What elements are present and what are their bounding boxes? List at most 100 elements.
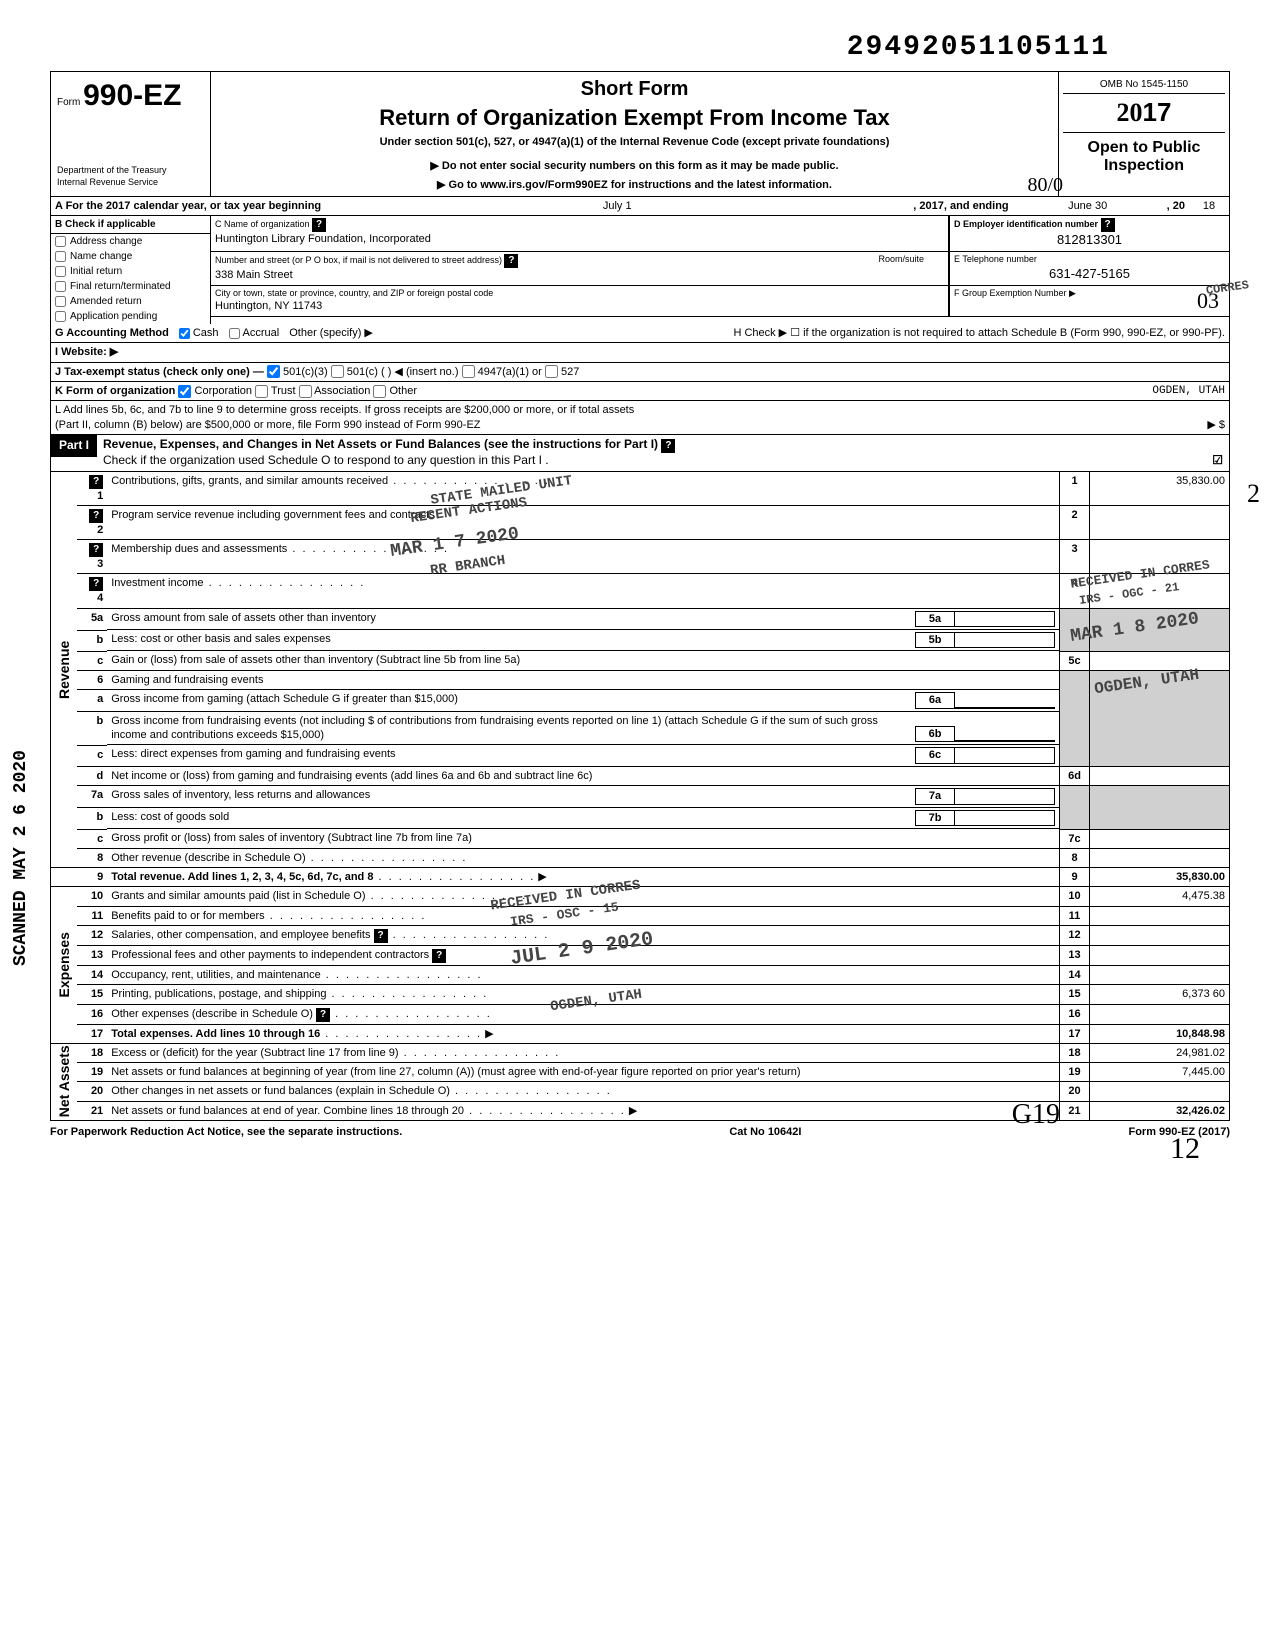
- accounting-other: Other (specify) ▶: [289, 326, 373, 340]
- ein-value: 812813301: [954, 232, 1225, 249]
- part-1-check: Check if the organization used Schedule …: [103, 453, 549, 467]
- footer-left: For Paperwork Reduction Act Notice, see …: [50, 1125, 402, 1139]
- subtitle: Under section 501(c), 527, or 4947(a)(1)…: [219, 135, 1050, 149]
- note-website: ▶ Go to www.irs.gov/Form990EZ for instru…: [219, 178, 1050, 192]
- accounting-label: G Accounting Method: [55, 326, 169, 340]
- cb-trust[interactable]: Trust: [255, 385, 296, 397]
- col-b-checkboxes: B Check if applicable Address change Nam…: [51, 216, 211, 324]
- cb-501c3[interactable]: 501(c)(3): [267, 366, 328, 378]
- row-l-gross-receipts: L Add lines 5b, 6c, and 7b to line 9 to …: [50, 401, 1230, 435]
- cb-501c[interactable]: 501(c) (: [331, 366, 385, 378]
- handwritten-2: 2: [1247, 477, 1260, 511]
- row-a-mid: , 2017, and ending: [909, 197, 1012, 215]
- col-b-header: B Check if applicable: [51, 216, 210, 234]
- row-a-begin: July 1: [325, 197, 909, 215]
- line-6a-desc: Gross income from gaming (attach Schedul…: [107, 690, 1059, 711]
- line-6-desc: Gaming and fundraising events: [107, 671, 1059, 690]
- line-7a-desc: Gross sales of inventory, less returns a…: [107, 786, 1059, 807]
- cb-amended-return[interactable]: Amended return: [51, 294, 210, 309]
- line-18-value: 24,981.02: [1090, 1043, 1230, 1062]
- line-4-desc: Investment income: [107, 574, 1059, 608]
- help-icon[interactable]: ?: [1101, 218, 1115, 232]
- cb-corporation[interactable]: Corporation: [178, 385, 252, 397]
- cb-name-change[interactable]: Name change: [51, 249, 210, 264]
- stamp-ogden-inline: OGDEN, UTAH: [1152, 384, 1225, 398]
- org-name: Huntington Library Foundation, Incorpora…: [215, 232, 944, 246]
- line-9-desc: Total revenue. Add lines 1, 2, 3, 4, 5c,…: [107, 868, 1059, 887]
- line-17-desc: Total expenses. Add lines 10 through 16 …: [107, 1024, 1059, 1043]
- cb-4947a1[interactable]: 4947(a)(1) or: [462, 366, 542, 378]
- line-19-value: 7,445.00: [1090, 1063, 1230, 1082]
- row-h-text: H Check ▶ ☐ if the organization is not r…: [733, 326, 1225, 340]
- city-label: City or town, state or province, country…: [215, 288, 944, 300]
- row-a-label: A For the 2017 calendar year, or tax yea…: [51, 197, 325, 215]
- handwritten-g19: G19: [1012, 1097, 1060, 1133]
- part-1-title: Revenue, Expenses, and Changes in Net As…: [103, 437, 658, 451]
- line-2-desc: Program service revenue including govern…: [107, 505, 1059, 539]
- cb-accrual[interactable]: Accrual: [229, 326, 280, 340]
- cb-527[interactable]: 527: [545, 366, 579, 378]
- group-exemption-label: F Group Exemption Number ▶: [954, 288, 1225, 300]
- document-number: 29492051105111: [50, 30, 1230, 66]
- street-value: 338 Main Street: [215, 268, 944, 282]
- form-number: Form 990-EZ: [57, 76, 204, 115]
- cb-association[interactable]: Association: [299, 385, 371, 397]
- street-label: Number and street (or P O box, if mail i…: [215, 255, 502, 265]
- department-line1: Department of the Treasury: [57, 165, 204, 177]
- row-a-tax-year: A For the 2017 calendar year, or tax yea…: [50, 197, 1230, 216]
- line-1-value: 35,830.00: [1090, 472, 1230, 506]
- handwritten-80: 80/0: [1027, 172, 1063, 198]
- help-icon[interactable]: ?: [661, 439, 675, 453]
- side-stamp-scanned: SCANNED MAY 2 6 2020: [10, 750, 33, 966]
- note-public: ▶ Do not enter social security numbers o…: [219, 159, 1050, 173]
- block-identity: B Check if applicable Address change Nam…: [50, 216, 1230, 324]
- cb-address-change[interactable]: Address change: [51, 234, 210, 249]
- cb-cash[interactable]: Cash: [179, 326, 219, 340]
- line-9-value: 35,830.00: [1090, 868, 1230, 887]
- line-13-desc: Professional fees and other payments to …: [107, 945, 1059, 965]
- cb-initial-return[interactable]: Initial return: [51, 264, 210, 279]
- line-18-desc: Excess or (deficit) for the year (Subtra…: [107, 1043, 1059, 1062]
- form-header: Form 990-EZ Department of the Treasury I…: [50, 71, 1230, 196]
- phone-label: E Telephone number: [954, 254, 1225, 266]
- line-5c-desc: Gain or (loss) from sale of assets other…: [107, 651, 1059, 670]
- omb-number: OMB No 1545-1150: [1063, 76, 1225, 94]
- title-main: Return of Organization Exempt From Incom…: [219, 104, 1050, 133]
- line-10-value: 4,475.38: [1090, 887, 1230, 906]
- line-6d-desc: Net income or (loss) from gaming and fun…: [107, 767, 1059, 786]
- line-19-desc: Net assets or fund balances at beginning…: [107, 1063, 1059, 1082]
- line-5a-desc: Gross amount from sale of assets other t…: [107, 609, 1059, 630]
- line-6c-desc: Less: direct expenses from gaming and fu…: [107, 745, 1059, 766]
- ein-label: D Employer identification number ?: [954, 218, 1225, 232]
- line-1-desc: Contributions, gifts, grants, and simila…: [107, 472, 1059, 506]
- department-line2: Internal Revenue Service: [57, 177, 204, 189]
- cb-application-pending[interactable]: Application pending: [51, 309, 210, 324]
- part-1-label: Part I: [51, 435, 97, 457]
- row-a-yr-prefix: , 20: [1163, 197, 1189, 215]
- callback-other-org[interactable]: Other: [373, 385, 417, 397]
- line-21-value: 32,426.02: [1090, 1101, 1230, 1120]
- row-a-yr: 18: [1189, 197, 1229, 215]
- line-7c-desc: Gross profit or (loss) from sales of inv…: [107, 829, 1059, 848]
- line-3-desc: Membership dues and assessments: [107, 540, 1059, 574]
- footer-cat-no: Cat No 10642I: [729, 1125, 801, 1139]
- title-short-form: Short Form: [219, 76, 1050, 102]
- open-to-public: Open to Public Inspection: [1063, 133, 1225, 174]
- org-name-label: C Name of organization: [215, 219, 310, 229]
- handwritten-12: 12: [1170, 1129, 1200, 1168]
- row-k-org-form: K Form of organization Corporation Trust…: [50, 382, 1230, 401]
- side-netassets: Net Assets: [51, 1043, 78, 1120]
- line-15-desc: Printing, publications, postage, and shi…: [107, 985, 1059, 1004]
- room-label: Room/suite: [878, 254, 924, 266]
- cb-final-return[interactable]: Final return/terminated: [51, 279, 210, 294]
- line-14-desc: Occupancy, rent, utilities, and maintena…: [107, 965, 1059, 984]
- row-i-website: I Website: ▶: [50, 343, 1230, 362]
- row-g-accounting: G Accounting Method Cash Accrual Other (…: [50, 324, 1230, 343]
- side-revenue: Revenue: [51, 472, 78, 868]
- insert-no: ) ◀ (insert no.): [388, 366, 459, 378]
- help-icon[interactable]: ?: [504, 254, 518, 268]
- help-icon[interactable]: ?: [312, 218, 326, 232]
- phone-value: 631-427-5165: [954, 266, 1225, 283]
- line-12-desc: Salaries, other compensation, and employ…: [107, 925, 1059, 945]
- line-16-desc: Other expenses (describe in Schedule O) …: [107, 1004, 1059, 1024]
